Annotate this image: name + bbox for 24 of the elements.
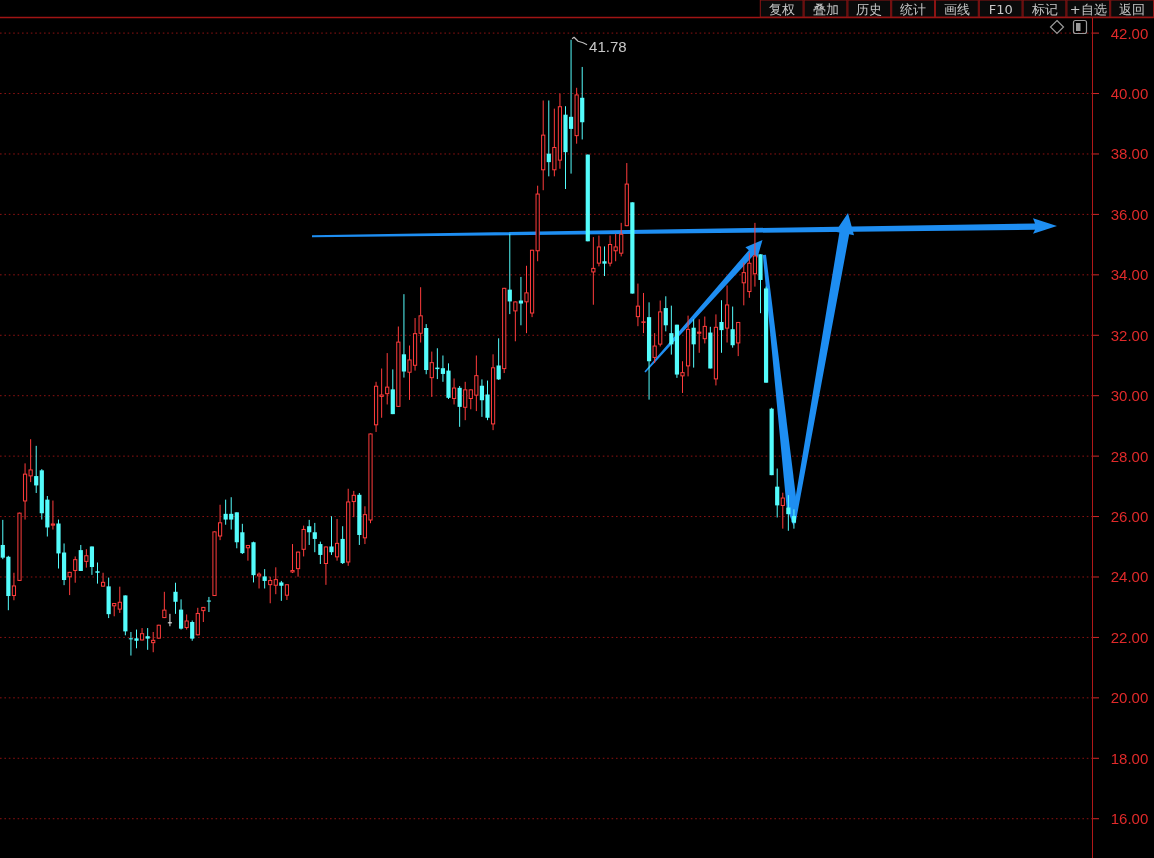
y-tick-label: 18.00: [1110, 749, 1149, 767]
toolbar-button: 历史: [847, 0, 892, 18]
toolbar-button: 叠加: [803, 0, 848, 18]
y-tick-label: 16.00: [1110, 810, 1149, 828]
y-tick-label: 26.00: [1110, 508, 1149, 526]
y-tick-label: 40.00: [1110, 85, 1149, 103]
y-tick-label: 20.00: [1110, 689, 1149, 707]
toolbar-button: +自选: [1066, 0, 1111, 18]
y-tick-label: 30.00: [1110, 387, 1149, 405]
y-tick-label: 36.00: [1110, 205, 1149, 223]
toolbar-button: 统计: [891, 0, 935, 18]
y-tick-label: 32.00: [1110, 326, 1149, 344]
toolbar-button: 标记: [1022, 0, 1067, 18]
y-tick-label: 38.00: [1110, 145, 1149, 163]
y-tick-label: 22.00: [1110, 628, 1149, 646]
toolbar-button: 画线: [935, 0, 979, 18]
y-tick-label: 42.00: [1110, 24, 1149, 42]
toolbar-button: 复权: [759, 0, 804, 18]
annotation: 41.78: [589, 37, 627, 55]
y-tick-label: 24.00: [1110, 568, 1149, 586]
toolbar-button: 返回: [1110, 0, 1154, 18]
y-tick-label: 34.00: [1110, 266, 1149, 284]
y-tick-label: 28.00: [1110, 447, 1149, 465]
toolbar-button: F10: [978, 0, 1023, 18]
